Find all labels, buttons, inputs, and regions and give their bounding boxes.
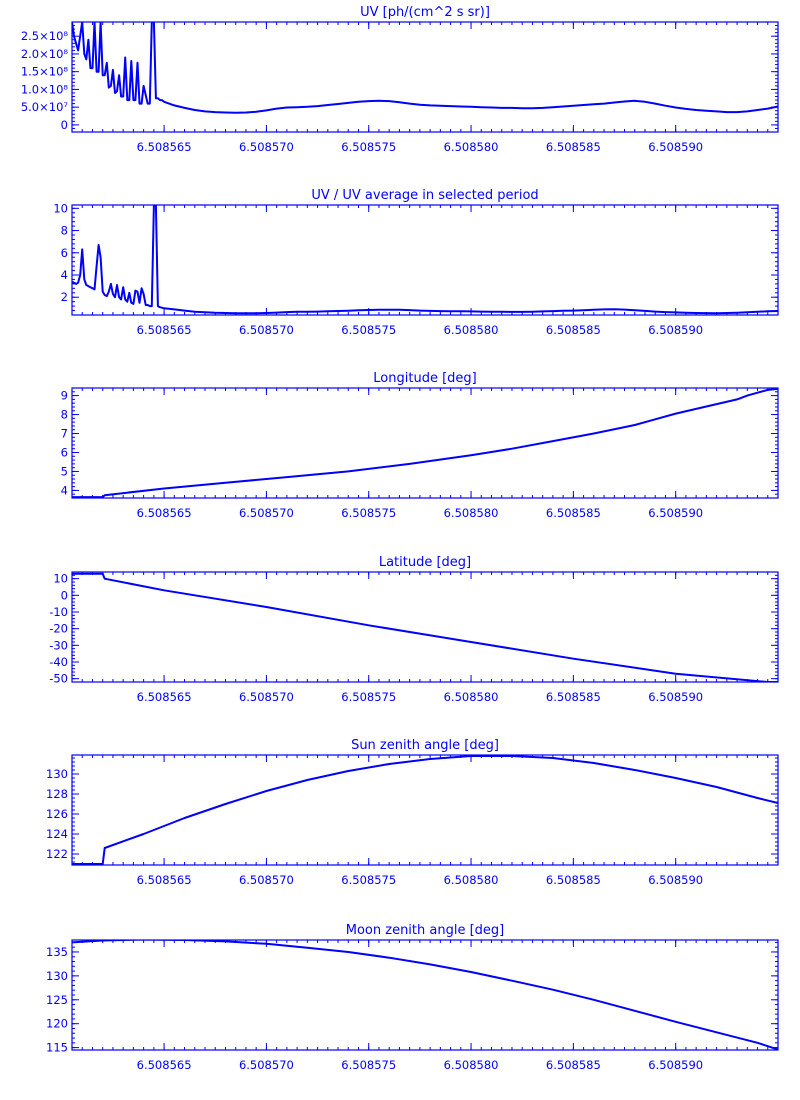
sun-zenith-x-tick-label: 6.508585 <box>546 873 601 887</box>
moon-zenith-title: Moon zenith angle [deg] <box>346 923 504 938</box>
longitude-x-tick-label: 6.508565 <box>137 506 192 520</box>
sun-zenith-y-tick-label: 130 <box>46 767 68 781</box>
uv-ratio-y-tick-label: 10 <box>53 201 68 215</box>
panel-moon-zenith: Moon zenith angle [deg] 6.508565 6.508570 6… <box>46 923 779 1072</box>
latitude-x-tick-label: 6.508590 <box>648 690 703 704</box>
longitude-x-tick-label: 6.508570 <box>239 506 294 520</box>
latitude-y-tick-label: -20 <box>49 622 68 636</box>
uv-ratio-x-tick-label: 6.508580 <box>444 323 499 337</box>
sun-zenith-y-tick-label: 126 <box>46 807 68 821</box>
latitude-x-tick-label: 6.508580 <box>444 690 499 704</box>
moon-zenith-x-tick-label: 6.508590 <box>648 1058 703 1072</box>
uv-ratio-y-tick-label: 8 <box>61 224 68 238</box>
sun-zenith-x-tick-label: 6.508570 <box>239 873 294 887</box>
uv-ratio-plot-frame <box>71 204 779 316</box>
latitude-y-tick-label: -30 <box>49 638 68 652</box>
latitude-x-tick-label: 6.508570 <box>239 690 294 704</box>
moon-zenith-series-line <box>72 940 778 1050</box>
latitude-y-tick-label: -10 <box>49 605 68 619</box>
longitude-y-tick-label: 6 <box>61 445 68 459</box>
moon-zenith-plot-frame <box>71 939 779 1051</box>
uv-y-tick-label: 0 <box>61 118 68 132</box>
uv-title: UV [ph/(cm^2 s sr)] <box>360 5 490 20</box>
longitude-plot-frame <box>71 387 779 499</box>
longitude-y-tick-label: 5 <box>61 464 68 478</box>
longitude-x-tick-label: 6.508585 <box>546 506 601 520</box>
moon-zenith-x-tick-label: 6.508570 <box>239 1058 294 1072</box>
moon-zenith-x-tick-label: 6.508585 <box>546 1058 601 1072</box>
panel-uv-ratio: UV / UV average in selected period 6.5085… <box>53 188 779 337</box>
sun-zenith-series-line <box>72 755 778 865</box>
uv-plot-frame <box>71 21 779 133</box>
sun-zenith-x-tick-label: 6.508580 <box>444 873 499 887</box>
sun-zenith-y-tick-label: 124 <box>46 827 68 841</box>
latitude-x-tick-label: 6.508565 <box>137 690 192 704</box>
sun-zenith-x-tick-label: 6.508590 <box>648 873 703 887</box>
uv-y-tick-label: 5.0×10⁷ <box>21 100 69 114</box>
uv-x-tick-label: 6.508580 <box>444 140 499 154</box>
longitude-y-tick-label: 4 <box>61 483 68 497</box>
uv-ratio-y-tick-label: 2 <box>61 290 68 304</box>
longitude-x-tick-label: 6.508575 <box>341 506 396 520</box>
latitude-x-tick-label: 6.508585 <box>546 690 601 704</box>
uv-y-tick-label: 2.5×10⁸ <box>21 29 69 43</box>
uv-x-tick-label: 6.508565 <box>137 140 192 154</box>
latitude-x-tick-label: 6.508575 <box>341 690 396 704</box>
uv-ratio-x-tick-label: 6.508590 <box>648 323 703 337</box>
uv-ratio-y-tick-label: 4 <box>61 268 68 282</box>
moon-zenith-x-tick-label: 6.508565 <box>137 1058 192 1072</box>
uv-ratio-x-tick-label: 6.508585 <box>546 323 601 337</box>
moon-zenith-y-tick-label: 115 <box>46 1041 68 1055</box>
uv-y-tick-label: 1.0×10⁸ <box>21 82 69 96</box>
latitude-y-tick-label: 10 <box>53 572 68 586</box>
sun-zenith-x-tick-label: 6.508565 <box>137 873 192 887</box>
moon-zenith-y-tick-label: 130 <box>46 969 68 983</box>
longitude-y-tick-label: 7 <box>61 427 68 441</box>
panel-longitude: Longitude [deg] 6.508565 6.508570 6.508575 6… <box>61 371 779 520</box>
uv-ratio-series-line <box>72 205 778 315</box>
uv-ratio-title: UV / UV average in selected period <box>311 188 538 203</box>
longitude-y-tick-label: 8 <box>61 408 68 422</box>
panel-sun-zenith: Sun zenith angle [deg] 6.508565 6.508570 6.… <box>46 738 779 887</box>
moon-zenith-y-tick-label: 125 <box>46 993 68 1007</box>
latitude-y-tick-label: -40 <box>49 655 68 669</box>
latitude-y-tick-label: 0 <box>61 588 68 602</box>
moon-zenith-y-tick-label: 120 <box>46 1017 68 1031</box>
latitude-series-line <box>72 572 778 682</box>
uv-y-tick-label: 2.0×10⁸ <box>21 47 69 61</box>
latitude-y-tick-label: -50 <box>49 672 68 686</box>
uv-x-tick-label: 6.508590 <box>648 140 703 154</box>
longitude-x-tick-label: 6.508590 <box>648 506 703 520</box>
panel-uv: UV [ph/(cm^2 s sr)] 6.508565 6.508570 6.508… <box>21 5 779 154</box>
uv-ratio-y-tick-label: 6 <box>61 246 68 260</box>
sun-zenith-plot-frame <box>71 754 779 866</box>
uv-x-tick-label: 6.508575 <box>341 140 396 154</box>
moon-zenith-x-tick-label: 6.508580 <box>444 1058 499 1072</box>
longitude-y-tick-label: 9 <box>61 389 68 403</box>
moon-zenith-x-tick-label: 6.508575 <box>341 1058 396 1072</box>
panel-latitude: Latitude [deg] 6.508565 6.508570 6.508575 6.… <box>49 555 779 704</box>
latitude-title: Latitude [deg] <box>379 555 471 570</box>
uv-series-line <box>72 22 778 114</box>
uv-y-tick-label: 1.5×10⁸ <box>21 65 69 79</box>
latitude-plot-frame <box>71 571 779 683</box>
uv-x-tick-label: 6.508570 <box>239 140 294 154</box>
uv-x-tick-label: 6.508585 <box>546 140 601 154</box>
longitude-series-line <box>72 388 778 498</box>
longitude-x-tick-label: 6.508580 <box>444 506 499 520</box>
longitude-title: Longitude [deg] <box>373 371 476 386</box>
sun-zenith-x-tick-label: 6.508575 <box>341 873 396 887</box>
sun-zenith-title: Sun zenith angle [deg] <box>351 738 499 753</box>
uv-ratio-x-tick-label: 6.508575 <box>341 323 396 337</box>
moon-zenith-y-tick-label: 135 <box>46 945 68 959</box>
uv-ratio-x-tick-label: 6.508570 <box>239 323 294 337</box>
sun-zenith-y-tick-label: 122 <box>46 847 68 861</box>
uv-ratio-x-tick-label: 6.508565 <box>137 323 192 337</box>
sun-zenith-y-tick-label: 128 <box>46 787 68 801</box>
